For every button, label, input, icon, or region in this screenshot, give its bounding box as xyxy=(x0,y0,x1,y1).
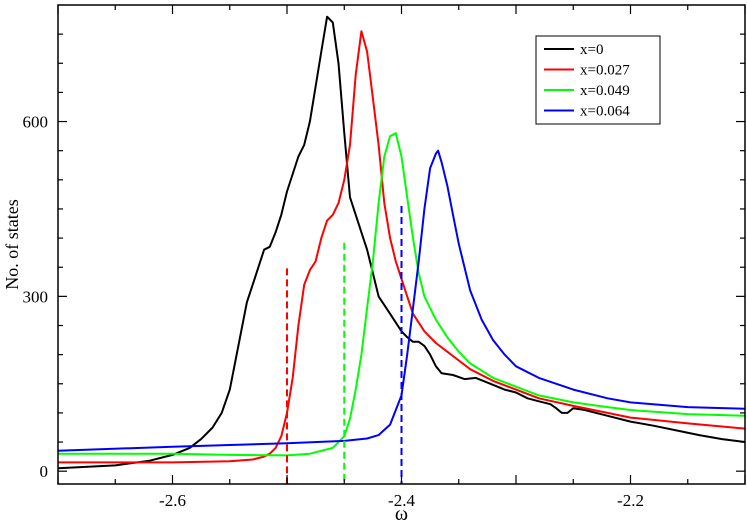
legend-label-2: x=0.049 xyxy=(580,83,630,99)
legend-label-3: x=0.064 xyxy=(580,104,630,120)
x-tick-label-0: -2.6 xyxy=(159,491,186,510)
series-lines xyxy=(58,15,745,470)
x-tick-label-2: -2.2 xyxy=(617,491,644,510)
series-line-2 xyxy=(58,132,745,457)
axis-ticks: -2.6 -2.4 -2.2 0 300 600 xyxy=(23,5,746,510)
legend-label-1: x=0.027 xyxy=(580,63,630,79)
series-line-0 xyxy=(58,15,745,470)
legend: x=0 x=0.027 x=0.049 x=0.064 xyxy=(535,35,661,125)
vertical-dashed-lines xyxy=(286,206,403,484)
y-tick-label-0: 0 xyxy=(40,462,49,481)
x-tick-label-1: -2.4 xyxy=(388,491,415,510)
y-axis-label: No. of states xyxy=(2,199,22,289)
legend-box xyxy=(535,35,661,125)
x-axis-label: ω xyxy=(395,503,408,523)
legend-label-0: x=0 xyxy=(580,42,603,58)
y-tick-label-1: 300 xyxy=(23,287,49,306)
y-tick-label-2: 600 xyxy=(23,113,49,132)
series-line-3 xyxy=(58,149,745,452)
